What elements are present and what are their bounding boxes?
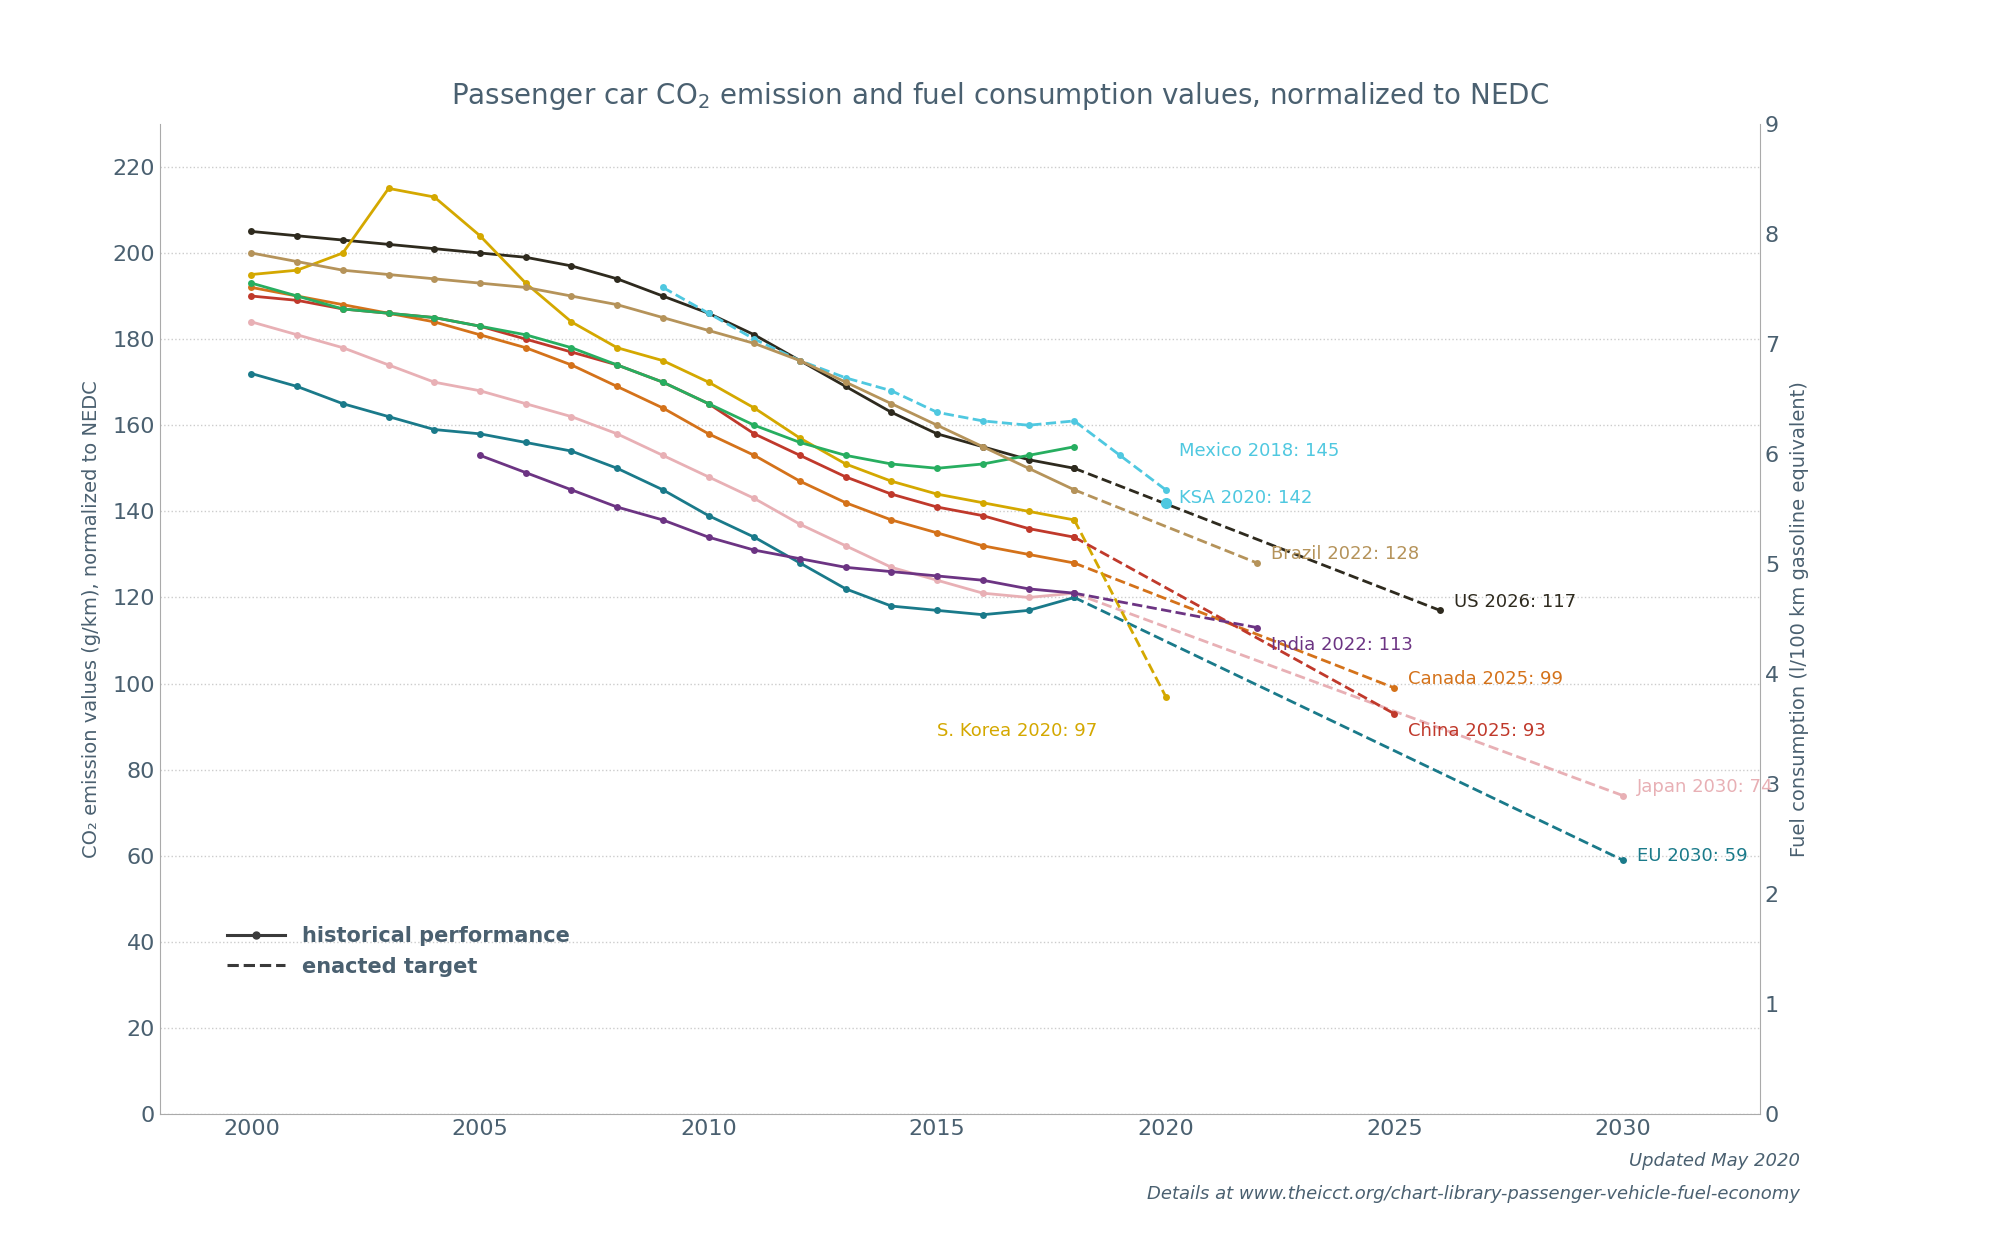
Text: US 2026: 117: US 2026: 117 — [1454, 593, 1576, 610]
Legend: historical performance, enacted target: historical performance, enacted target — [218, 917, 578, 985]
Y-axis label: CO₂ emission values (g/km), normalized to NEDC: CO₂ emission values (g/km), normalized t… — [82, 380, 102, 858]
Text: Japan 2030: 74: Japan 2030: 74 — [1636, 777, 1774, 796]
Text: Canada 2025: 99: Canada 2025: 99 — [1408, 670, 1564, 688]
Text: Brazil 2022: 128: Brazil 2022: 128 — [1270, 546, 1418, 563]
Text: Passenger car CO$_2$ emission and fuel consumption values, normalized to NEDC: Passenger car CO$_2$ emission and fuel c… — [450, 80, 1550, 113]
Text: EU 2030: 59: EU 2030: 59 — [1636, 847, 1748, 865]
Text: India 2022: 113: India 2022: 113 — [1270, 636, 1412, 654]
Text: China 2025: 93: China 2025: 93 — [1408, 722, 1546, 740]
Text: KSA 2020: 142: KSA 2020: 142 — [1180, 489, 1312, 508]
Text: Updated May 2020: Updated May 2020 — [1628, 1151, 1800, 1170]
Text: S. Korea 2020: 97: S. Korea 2020: 97 — [938, 722, 1098, 740]
Y-axis label: Fuel consumption (l/100 km gasoline equivalent): Fuel consumption (l/100 km gasoline equi… — [1790, 381, 1810, 857]
Text: Details at www.theicct.org/chart-library-passenger-vehicle-fuel-economy: Details at www.theicct.org/chart-library… — [1148, 1185, 1800, 1203]
Text: Mexico 2018: 145: Mexico 2018: 145 — [1180, 442, 1340, 461]
